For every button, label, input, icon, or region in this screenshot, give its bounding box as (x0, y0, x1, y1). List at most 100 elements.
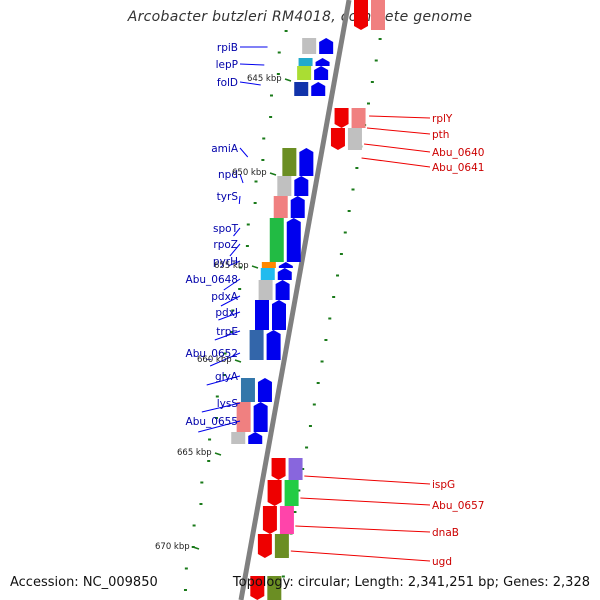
label-leader (300, 497, 431, 506)
label-leader (369, 115, 431, 119)
scale-tick (347, 210, 351, 212)
scale-tick (207, 460, 211, 462)
scale-tick (277, 51, 281, 54)
label-leader (218, 311, 241, 321)
label-leader (239, 81, 261, 86)
scale-tick (328, 317, 332, 320)
kbp-label: 665 kbp (177, 448, 212, 458)
scale-tick (324, 339, 328, 341)
cog-bar (347, 128, 362, 150)
scale-tick (262, 137, 266, 140)
label-leader (198, 420, 241, 433)
label-leader (366, 127, 431, 135)
kbp-label: 660 kbp (197, 355, 232, 365)
scale-tick (192, 524, 196, 527)
label-leader (220, 295, 241, 307)
gene-label-trpe: trpE (216, 326, 238, 338)
cog-bar (260, 268, 275, 280)
forward-gene-arrow (290, 196, 305, 218)
forward-gene-arrow (319, 38, 334, 54)
scale-tick (246, 223, 250, 226)
gene-label-amia: amiA (211, 143, 239, 155)
forward-gene-arrow (248, 432, 263, 444)
label-leader (239, 173, 244, 184)
forward-gene-arrow (314, 66, 329, 80)
scale-tick (223, 352, 227, 355)
scale-tick (183, 589, 187, 591)
gene-label-abu_0648: Abu_0648 (186, 274, 238, 286)
scale-tick (261, 159, 265, 161)
accession-text: Accession: NC_009850 (10, 575, 158, 590)
kbp-label: 645 kbp (247, 74, 282, 84)
label-leader (223, 278, 241, 291)
scale-tick (184, 567, 188, 570)
label-leader (233, 227, 241, 237)
reverse-gene-arrow (271, 458, 286, 480)
gene-label-npd: npd (218, 169, 238, 181)
cog-bar (236, 402, 251, 432)
gene-label-pdxa: pdxA (211, 291, 239, 303)
genome-summary-text: Topology: circular; Length: 2,341,251 bp… (232, 575, 590, 590)
scale-tick (301, 468, 305, 470)
cog-bar (273, 196, 288, 218)
label-leader (295, 525, 431, 533)
kbp-labels: 645 kbp 650 kbp 655 kbp 660 kbp 665 kbp 670 k… (155, 74, 292, 552)
cog-bar (284, 480, 299, 506)
scale-tick (297, 489, 301, 492)
scale-tick (336, 274, 340, 277)
cog-bar (267, 576, 282, 600)
reverse-gene-arrow (330, 128, 345, 150)
gene-labels: rpiB lepP folD amiA npd tyrS spoT rpoZ pyrH Abu_0… (186, 42, 485, 568)
forward-gene-arrow (266, 330, 281, 360)
scale-tick (308, 425, 312, 427)
scale-tick (238, 288, 242, 290)
gene-label-fold: folD (217, 77, 238, 89)
forward-gene-arrow (294, 176, 309, 196)
scale-tick (339, 253, 343, 255)
forward-gene-arrow (275, 280, 290, 300)
gene-label-pyrh: pyrH (213, 256, 238, 268)
scale-tick (378, 38, 382, 40)
gene-label-abu_0655: Abu_0655 (186, 416, 238, 428)
scale-tick (239, 266, 243, 269)
scale-tick (253, 202, 257, 204)
scale-tick (199, 503, 203, 505)
gene-label-ugd: ugd (432, 556, 452, 568)
forward-gene-arrow (315, 58, 330, 66)
cog-bar (249, 330, 264, 360)
gene-label-abu_0641: Abu_0641 (432, 162, 484, 174)
scale-tick (293, 511, 297, 513)
gene-label-pth: pth (432, 129, 449, 141)
label-leader (239, 147, 249, 158)
label-leader (239, 63, 265, 66)
label-leader (227, 260, 241, 267)
cog-bar (274, 534, 289, 558)
label-leader (209, 352, 241, 367)
reverse-gene-arrow (262, 506, 277, 534)
kbp-label: 670 kbp (155, 542, 190, 552)
gene-label-rpoz: rpoZ (213, 239, 238, 251)
scale-tick (254, 180, 258, 183)
scale-tick (332, 296, 336, 298)
scale-tick (269, 94, 273, 97)
forward-gene-arrow (286, 218, 301, 262)
gene-arrows (248, 0, 368, 600)
gene-label-lyss: lysS (217, 398, 239, 410)
gene-label-abu_0657: Abu_0657 (432, 500, 484, 512)
gene-label-rply: rplY (432, 113, 453, 125)
label-leader (206, 375, 241, 386)
cog-bar (255, 300, 269, 330)
gene-label-dnab: dnaB (432, 527, 459, 539)
scale-tick (208, 438, 212, 441)
scale-tick (230, 331, 234, 333)
map-title: Arcobacter butzleri RM4018, complete gen… (127, 9, 473, 25)
cog-bar (298, 58, 313, 66)
scale-tick (269, 116, 273, 118)
scale-tick (355, 167, 359, 169)
gene-label-abu_0652: Abu_0652 (186, 348, 238, 360)
backbone-line (238, 0, 352, 600)
forward-gene-arrow (277, 268, 292, 280)
cog-bar (302, 38, 317, 54)
scale-tick (200, 481, 204, 484)
